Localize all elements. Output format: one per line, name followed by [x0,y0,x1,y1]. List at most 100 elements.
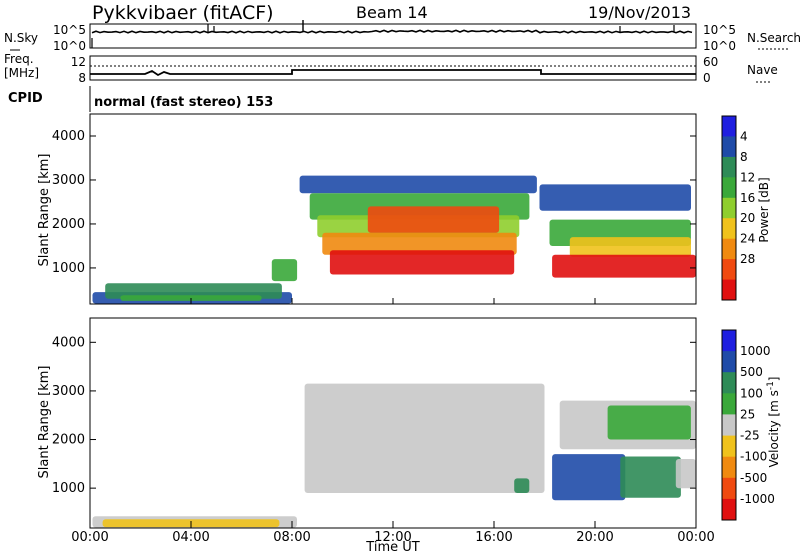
colorbar-tick-label: 16 [740,191,755,205]
colorbar-tick-label: 28 [740,252,755,266]
data-region [322,232,517,255]
x-tick-label: 00:00 [71,530,108,545]
data-region [552,254,696,278]
power-x-ticks [89,298,697,304]
velocity-colorbar: 1000 500 100 25 -25 -100 -500 -1000 Velocity [m… [721,329,781,521]
colorbar-frame [721,115,737,301]
x-axis-label: Time UT [365,540,419,554]
noise-panel-frame [89,23,697,49]
beam-title: Beam 14 [356,3,428,22]
colorbar-swatch [722,351,736,373]
nave-right-tick-top: 60 [703,55,718,69]
colorbar-swatch [722,414,736,436]
colorbar-tick-label: 12 [740,170,755,184]
data-region [271,259,298,282]
colorbar-tick-label: -100 [740,450,767,464]
y-tick-label: 4000 [52,129,85,144]
noise-right-label: N.Search [747,31,800,45]
freq-left-tick-top: 12 [71,55,86,69]
y-tick-label: 4000 [52,335,85,350]
y-tick-label: 1000 [52,481,85,496]
y-tick-label: 3000 [52,173,85,188]
data-region [607,405,691,440]
y-tick-label: 2000 [52,433,85,448]
frequency-panel: Freq. [MHz] 12 8 60 0 Nave [4,52,778,85]
colorbar-swatch [722,197,736,219]
noise-left-tick-top: 10^5 [53,23,86,37]
frequency-trace [90,69,696,77]
noise-sky-trace [91,29,693,34]
nave-right-label: Nave [747,63,778,77]
data-region [299,175,537,194]
y-tick-label: 2000 [52,217,85,232]
x-tick-label: 08:00 [273,530,310,545]
cpid-value: normal (fast stereo) 153 [94,95,273,110]
station-title: Pykkvibaer (fitACF) [92,2,274,24]
data-region [329,250,515,275]
colorbar-tick-label: 24 [740,232,755,246]
colorbar-swatch [722,498,736,521]
colorbar-frame [721,329,737,521]
colorbar-swatch [722,218,736,240]
x-tick-label: 04:00 [172,530,209,545]
power-panel: 4000 3000 2000 1000 Slant Range [km] [37,113,697,305]
power-y-axis: 4000 3000 2000 1000 [52,129,696,276]
colorbar-tick-label: 100 [740,386,763,400]
data-region [620,456,681,498]
data-region [675,459,696,489]
colorbar-swatch [722,259,736,280]
noise-left-tick-bottom: 10^0 [53,39,86,53]
colorbar-swatch [722,372,736,394]
colorbar-tick-label: -25 [740,429,760,443]
date-title: 19/Nov/2013 [588,3,691,22]
colorbar-swatch [722,116,736,137]
data-region [569,237,691,257]
velocity-panel: 4000 3000 2000 1000 Slant Range [km] 00:00 0… [37,317,715,554]
data-region [552,454,626,501]
noise-right-tick-bottom: 10^0 [703,39,736,53]
colorbar-swatch [722,393,736,415]
data-region [367,206,500,233]
colorbar-tick-label: 20 [740,211,755,225]
cpid-label: CPID [8,91,43,106]
power-colorbar: 4 8 12 16 20 24 28 Power [dB] [721,115,771,301]
colorbar-swatch [722,238,736,260]
time-x-axis: 00:00 04:00 08:00 12:00 16:00 20:00 00:00 [71,521,715,545]
x-tick-label: 00:00 [677,530,714,545]
power-colorbar-title: Power [dB] [757,177,771,242]
colorbar-tick-label: 1000 [740,344,771,358]
y-tick-label: 1000 [52,261,85,276]
colorbar-tick-label: -500 [740,471,767,485]
x-tick-label: 20:00 [576,530,613,545]
colorbar-tick-label: 8 [740,150,748,164]
freq-label-2: [MHz] [4,66,39,80]
colorbar-swatch [722,477,736,500]
colorbar-swatch [722,136,736,158]
noise-right-tick-top: 10^5 [703,23,736,37]
power-y-axis-label: Slant Range [km] [37,154,52,267]
data-region [514,478,530,493]
velocity-y-axis: 4000 3000 2000 1000 [52,335,696,496]
noise-panel: N.Sky 10^5 10^0 10^5 10^0 N.Search [4,20,800,53]
colorbar-tick-label: -1000 [740,492,775,506]
colorbar-tick-label: 25 [740,407,755,421]
colorbar-swatch [722,279,736,301]
freq-left-tick-bottom: 8 [78,71,86,85]
freq-label-1: Freq. [4,52,34,66]
colorbar-swatch [722,330,736,352]
colorbar-tick-label: 4 [740,129,748,143]
data-region [539,184,691,211]
colorbar-swatch [722,156,736,178]
frequency-panel-frame [89,55,697,81]
y-tick-label: 3000 [52,384,85,399]
data-region [304,383,545,493]
velocity-data [92,383,696,528]
colorbar-tick-label: 500 [740,365,763,379]
velocity-y-axis-label: Slant Range [km] [37,366,52,479]
colorbar-swatch [722,177,736,199]
velocity-colorbar-title: Velocity [m s-1] [766,377,781,468]
nave-right-tick-bottom: 0 [703,71,711,85]
noise-left-label: N.Sky [4,31,38,45]
data-region [105,283,282,299]
